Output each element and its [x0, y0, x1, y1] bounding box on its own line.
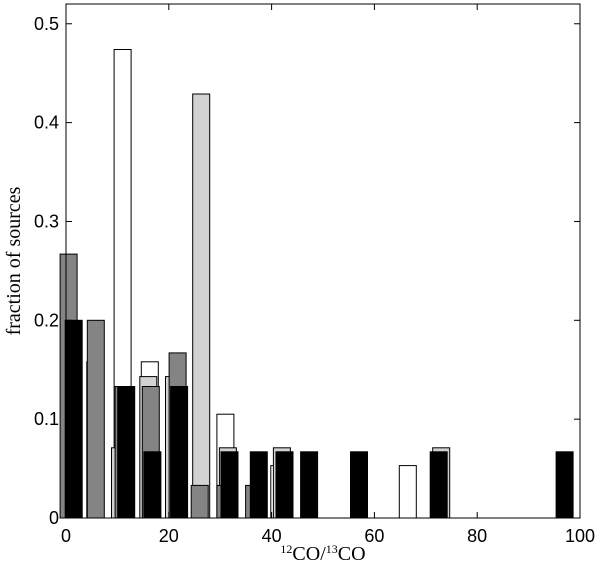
x-axis-title-sup2: 13: [326, 542, 338, 556]
x-axis-title-text1: CO/: [292, 543, 326, 565]
y-tick-label-2: 0.2: [34, 310, 59, 330]
bar-black-3: [170, 386, 189, 519]
bar-black-2: [143, 451, 162, 519]
tick-labels-layer: 0 20 40 60 80 100 0 0.1 0.2 0.3 0.4 0.5: [34, 14, 595, 546]
x-tick-label-4: 80: [467, 526, 487, 546]
x-tick-label-3: 60: [364, 526, 384, 546]
bar-dark-gray-1: [86, 319, 105, 519]
bar-black-8: [350, 451, 368, 519]
y-axis-title: fraction of sources: [3, 186, 25, 335]
bar-light-gray-3: [192, 93, 211, 519]
x-axis-title-text2: CO: [338, 543, 366, 565]
bar-black-4: [220, 451, 239, 519]
x-axis-title: 12CO/13CO: [280, 542, 365, 565]
bar-white-6: [398, 465, 417, 519]
bar-black-1: [117, 386, 136, 519]
x-tick-label-0: 0: [61, 526, 71, 546]
bar-black-6: [275, 451, 294, 519]
y-tick-label-3: 0.3: [34, 211, 59, 231]
bar-dark-gray-5: [190, 484, 209, 519]
y-tick-label-4: 0.4: [34, 113, 59, 133]
bar-black-7: [300, 451, 319, 519]
x-tick-label-5: 100: [565, 526, 595, 546]
bar-black-5: [249, 451, 268, 519]
ticks-layer: [65, 4, 581, 519]
bar-black-9: [429, 451, 448, 519]
x-tick-label-1: 20: [159, 526, 179, 546]
y-tick-label-0: 0: [49, 508, 59, 528]
y-tick-label-5: 0.5: [34, 14, 59, 34]
y-tick-label-1: 0.1: [34, 409, 59, 429]
bars-layer: [59, 49, 574, 519]
x-axis-title-sup1: 12: [280, 542, 292, 556]
bar-black-10: [555, 451, 574, 519]
plot-frame: [65, 3, 581, 519]
x-tick-label-2: 40: [262, 526, 282, 546]
